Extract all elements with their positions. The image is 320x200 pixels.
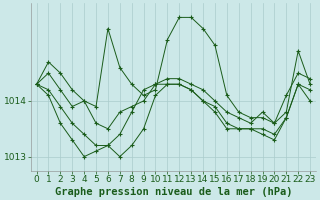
X-axis label: Graphe pression niveau de la mer (hPa): Graphe pression niveau de la mer (hPa) xyxy=(55,186,292,197)
